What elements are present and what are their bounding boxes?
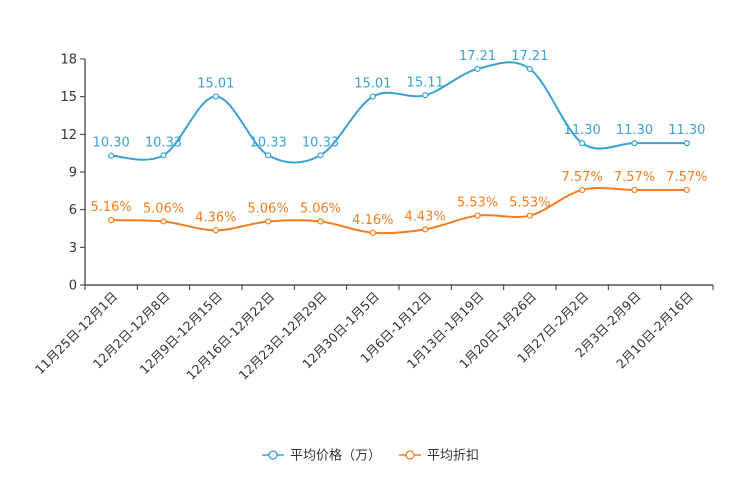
data-point[interactable] [317, 152, 324, 159]
x-tick-label: 12月16日-12月22日 [183, 289, 277, 383]
data-point[interactable] [265, 152, 272, 159]
data-point[interactable] [631, 186, 638, 194]
data-label: 5.06% [300, 201, 341, 216]
data-point[interactable] [369, 229, 376, 236]
data-label: 7.57% [562, 170, 603, 185]
data-label: 10.33 [145, 135, 182, 150]
data-point[interactable] [422, 226, 429, 233]
series-layer: 10.30 10.33 15.01 10.33 10.33 15.01 15.11 17.21… [91, 49, 707, 236]
data-label: 15.01 [197, 77, 234, 92]
data-label: 5.53% [509, 196, 550, 211]
data-label: 10.30 [93, 136, 130, 151]
data-label: 11.30 [564, 123, 601, 138]
series-2: 5.16% 5.06% 4.36% 5.06% 5.06% 4.16% 4.43% 5.53%… [91, 170, 707, 236]
data-label: 17.21 [459, 49, 496, 64]
data-label: 4.16% [352, 213, 393, 228]
data-point[interactable] [265, 218, 272, 225]
data-point[interactable] [526, 65, 533, 73]
data-point[interactable] [474, 212, 481, 219]
data-label: 15.01 [354, 77, 391, 92]
y-tick-label: 12 [60, 128, 77, 143]
legend-label: 平均折扣 [427, 449, 479, 464]
data-point[interactable] [108, 152, 115, 159]
legend-marker-icon [268, 450, 278, 460]
y-tick-label: 0 [69, 279, 77, 294]
y-tick-label: 18 [60, 53, 77, 68]
data-label: 11.30 [616, 123, 653, 138]
data-label: 5.16% [91, 200, 132, 215]
data-label: 5.06% [248, 201, 289, 216]
x-tick-label: 12月23日-12月29日 [236, 289, 330, 383]
series-line [111, 187, 687, 235]
data-label: 5.06% [143, 201, 184, 216]
data-point[interactable] [108, 217, 115, 224]
data-point[interactable] [631, 140, 638, 147]
data-point[interactable] [579, 140, 586, 147]
data-label: 15.11 [407, 75, 444, 90]
data-point[interactable] [160, 152, 167, 159]
series-1: 10.30 10.33 15.01 10.33 10.33 15.01 15.11 17.21… [93, 49, 705, 164]
data-point[interactable] [579, 186, 586, 194]
data-point[interactable] [526, 212, 533, 219]
y-tick-label: 15 [60, 90, 77, 105]
y-tick-label: 6 [69, 203, 77, 218]
data-label: 5.53% [457, 196, 498, 211]
legend-label: 平均价格（万） [290, 448, 381, 464]
data-point[interactable] [422, 92, 429, 99]
legend-item-2[interactable]: 平均折扣 [399, 449, 479, 464]
data-point[interactable] [369, 93, 376, 100]
data-label: 11.30 [668, 123, 705, 138]
data-point[interactable] [212, 93, 219, 100]
legend[interactable]: 平均价格（万） 平均折扣 [262, 448, 479, 464]
data-point[interactable] [683, 140, 690, 147]
data-point[interactable] [212, 227, 219, 234]
data-label: 4.36% [195, 210, 236, 225]
legend-item-1[interactable]: 平均价格（万） [262, 448, 381, 464]
data-point[interactable] [683, 186, 690, 194]
data-point[interactable] [474, 65, 481, 73]
data-label: 10.33 [302, 135, 339, 150]
data-label: 17.21 [511, 49, 548, 64]
data-label: 7.57% [666, 170, 707, 185]
data-label: 4.43% [405, 209, 446, 224]
legend-marker-icon [405, 450, 415, 460]
data-point[interactable] [160, 218, 167, 225]
data-label: 7.57% [614, 170, 655, 185]
data-label: 10.33 [250, 135, 287, 150]
y-tick-label: 3 [69, 241, 77, 256]
y-tick-label: 9 [69, 166, 77, 181]
data-point[interactable] [317, 218, 324, 225]
